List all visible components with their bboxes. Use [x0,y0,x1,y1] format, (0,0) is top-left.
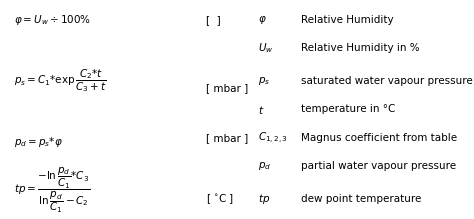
Text: $p_s$: $p_s$ [258,75,271,87]
Text: $tp$: $tp$ [258,192,271,206]
Text: $\varphi$: $\varphi$ [258,14,267,26]
Text: [ mbar ]: [ mbar ] [206,83,248,93]
Text: saturated water vapour pressure: saturated water vapour pressure [301,76,473,86]
Text: $t$: $t$ [258,104,264,115]
Text: $\varphi = U_w \div 100\%$: $\varphi = U_w \div 100\%$ [14,13,91,27]
Text: Relative Humidity: Relative Humidity [301,15,393,25]
Text: $U_w$: $U_w$ [258,41,274,55]
Text: Relative Humidity in %: Relative Humidity in % [301,43,419,53]
Text: $p_d = p_s {*} \varphi$: $p_d = p_s {*} \varphi$ [14,135,63,149]
Text: $C_{1,2,3}$: $C_{1,2,3}$ [258,131,288,145]
Text: $p_d$: $p_d$ [258,161,272,172]
Text: Magnus coefficient from table: Magnus coefficient from table [301,133,457,143]
Text: temperature in °C: temperature in °C [301,104,395,115]
Text: $tp = \dfrac{-\ln\dfrac{p_d}{C_1} {*} C_3}{\ln\dfrac{p_d}{C_1} - C_2}$: $tp = \dfrac{-\ln\dfrac{p_d}{C_1} {*} C_… [14,166,90,215]
Text: [  ]: [ ] [206,15,221,25]
Text: dew point temperature: dew point temperature [301,194,421,204]
Text: $p_s = C_1 {*} \exp\dfrac{C_2 {*} t}{C_3 + t}$: $p_s = C_1 {*} \exp\dfrac{C_2 {*} t}{C_3… [14,68,107,94]
Text: [ $^{\circ}$C ]: [ $^{\circ}$C ] [206,192,234,206]
Text: [ mbar ]: [ mbar ] [206,133,248,143]
Text: partial water vapour pressure: partial water vapour pressure [301,161,456,171]
